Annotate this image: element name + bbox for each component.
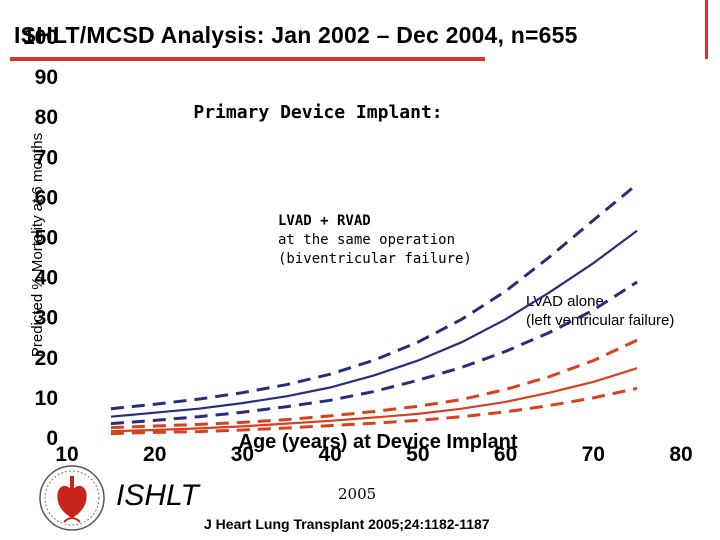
chart-title: Primary Device Implant: bbox=[193, 102, 442, 123]
x-tick-label: 10 bbox=[55, 443, 78, 466]
y-tick-label: 70 bbox=[35, 146, 58, 169]
series-line-5 bbox=[110, 386, 638, 436]
x-tick-label: 80 bbox=[669, 443, 692, 466]
x-axis-label: Age (years) at Device Implant bbox=[239, 431, 518, 453]
annotation-biventricular: LVAD + RVAD bbox=[278, 213, 371, 229]
annotation-left-ventricular: LVAD alone bbox=[526, 293, 604, 310]
annotation-biventricular: at the same operation bbox=[278, 232, 455, 248]
title-underline-rule bbox=[10, 57, 485, 61]
x-tick-label: 50 bbox=[406, 443, 429, 466]
ishlt-wordmark: ISHLT bbox=[116, 479, 199, 512]
ishlt-seal-icon bbox=[39, 465, 105, 531]
y-tick-label: 40 bbox=[35, 267, 58, 290]
y-tick-label: 50 bbox=[35, 227, 58, 250]
y-axis-label: Predicted % Mortality at 6 months bbox=[29, 133, 46, 357]
corner-accent-rule bbox=[705, 0, 708, 59]
y-tick-label: 90 bbox=[35, 66, 58, 89]
x-tick-label: 70 bbox=[582, 443, 605, 466]
y-tick-label: 80 bbox=[35, 106, 58, 129]
y-tick-label: 10 bbox=[35, 387, 58, 410]
series-line-3 bbox=[110, 367, 638, 433]
series-line-2 bbox=[110, 280, 638, 426]
y-tick-label: 0 bbox=[46, 427, 58, 450]
footer-citation: J Heart Lung Transplant 2005;24:1182-118… bbox=[204, 516, 490, 532]
footer-year: 2005 bbox=[338, 485, 377, 503]
x-tick-label: 30 bbox=[231, 443, 254, 466]
y-tick-label: 60 bbox=[35, 186, 58, 209]
y-tick-label: 100 bbox=[23, 26, 58, 49]
series-line-1 bbox=[110, 183, 639, 411]
annotation-left-ventricular: (left ventricular failure) bbox=[526, 312, 674, 329]
slide-title: ISHLT/MCSD Analysis: Jan 2002 – Dec 2004… bbox=[14, 22, 578, 48]
annotation-biventricular: (biventricular failure) bbox=[278, 251, 472, 267]
x-tick-label: 60 bbox=[494, 443, 517, 466]
x-tick-label: 40 bbox=[318, 443, 341, 466]
series-line-0 bbox=[110, 229, 638, 418]
y-tick-label: 30 bbox=[35, 307, 58, 330]
x-tick-label: 20 bbox=[143, 443, 166, 466]
y-tick-label: 20 bbox=[35, 347, 58, 370]
series-line-4 bbox=[110, 338, 638, 430]
